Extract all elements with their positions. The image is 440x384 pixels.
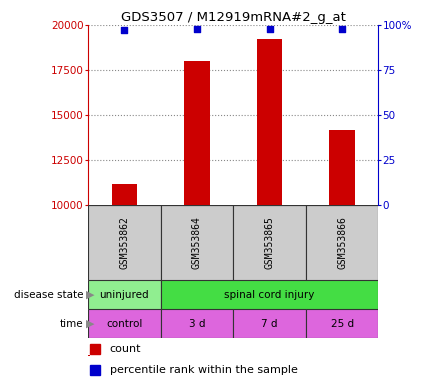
Text: GSM353864: GSM353864 [192, 217, 202, 269]
Bar [233, 205, 306, 280]
Point [266, 25, 273, 31]
Bar [233, 309, 306, 338]
Bar [184, 61, 209, 205]
Bar [257, 40, 282, 205]
Text: 7 d: 7 d [261, 318, 278, 329]
Text: 3 d: 3 d [189, 318, 205, 329]
Text: uninjured: uninjured [99, 290, 149, 300]
Bar [88, 280, 161, 309]
Point [194, 25, 201, 31]
Text: 25 d: 25 d [330, 318, 354, 329]
Text: GSM353866: GSM353866 [337, 217, 347, 269]
Bar [88, 354, 90, 356]
Bar [306, 205, 378, 280]
Title: GDS3507 / M12919mRNA#2_g_at: GDS3507 / M12919mRNA#2_g_at [121, 11, 346, 24]
Bar [161, 205, 233, 280]
Text: disease state: disease state [14, 290, 84, 300]
Text: percentile rank within the sample: percentile rank within the sample [110, 365, 297, 375]
Text: control: control [106, 318, 143, 329]
Text: GSM353862: GSM353862 [119, 217, 129, 269]
Text: ▶: ▶ [86, 290, 94, 300]
Text: time: time [60, 318, 84, 329]
Bar [306, 309, 378, 338]
Text: ▶: ▶ [86, 318, 94, 329]
Bar [88, 205, 161, 280]
Bar [161, 280, 378, 309]
Point [121, 27, 128, 33]
Bar [88, 309, 161, 338]
Text: GSM353865: GSM353865 [264, 217, 275, 269]
Point [339, 25, 346, 31]
Text: spinal cord injury: spinal cord injury [224, 290, 315, 300]
Bar [330, 130, 355, 205]
Bar [112, 184, 137, 205]
Text: count: count [110, 344, 141, 354]
Bar [161, 309, 233, 338]
